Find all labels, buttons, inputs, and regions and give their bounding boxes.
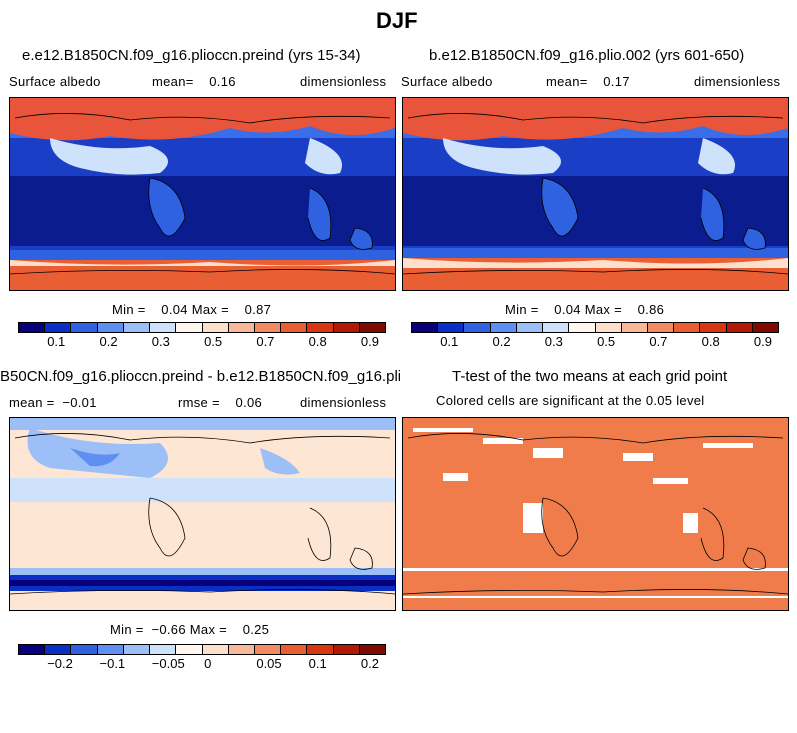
colorbar-swatch	[228, 645, 255, 654]
colorbar-2-ticks: 0.1 0.2 0.3 0.5 0.7 0.8 0.9	[411, 334, 777, 350]
panel4-subtitle: Colored cells are significant at the 0.0…	[436, 393, 705, 408]
colorbar-2	[411, 322, 779, 333]
colorbar-swatch	[359, 645, 386, 654]
albedo-map-2	[403, 98, 788, 290]
panel2-title: b.e12.B1850CN.f09_g16.plio.002 (yrs 601-…	[429, 47, 745, 64]
colorbar-tick-label: 0.3	[151, 334, 170, 349]
colorbar-swatch	[464, 323, 491, 332]
colorbar-swatch	[19, 645, 46, 654]
colorbar-swatch	[281, 645, 308, 654]
panel3-minmax: Min = −0.66 Max = 0.25	[110, 622, 270, 637]
panel1-map	[9, 97, 396, 291]
panel2-variable: Surface albedo	[401, 74, 493, 89]
colorbar-swatch	[307, 323, 334, 332]
colorbar-swatch	[674, 323, 701, 332]
panel2-units: dimensionless	[694, 74, 781, 89]
colorbar-swatch	[700, 323, 727, 332]
albedo-map-1	[10, 98, 395, 290]
colorbar-swatch	[150, 323, 177, 332]
colorbar-swatch	[543, 323, 570, 332]
colorbar-swatch	[726, 323, 753, 332]
colorbar-swatch	[569, 323, 596, 332]
colorbar-tick-label: 0.1	[308, 656, 327, 671]
colorbar-tick-label: 0.2	[492, 334, 511, 349]
colorbar-swatch	[647, 323, 675, 332]
colorbar-swatch	[202, 645, 229, 654]
colorbar-tick-label: 0.2	[360, 656, 379, 671]
panel1-title: e.e12.B1850CN.f09_g16.plioccn.preind (yr…	[22, 47, 361, 64]
figure-title: DJF	[376, 8, 418, 33]
colorbar-tick-label: 0.1	[47, 334, 66, 349]
colorbar-swatch	[202, 323, 229, 332]
colorbar-tick-label: 0.3	[544, 334, 563, 349]
colorbar-swatch	[333, 645, 360, 654]
colorbar-swatch	[254, 323, 282, 332]
colorbar-swatch	[19, 323, 46, 332]
colorbar-3-ticks: −0.2 −0.1 −0.05 0 0.05 0.1 0.2	[18, 656, 384, 672]
colorbar-swatch	[307, 645, 334, 654]
colorbar-swatch	[71, 645, 98, 654]
colorbar-swatch	[97, 645, 124, 654]
panel1-units: dimensionless	[300, 74, 387, 89]
colorbar-swatch	[123, 645, 151, 654]
colorbar-3	[18, 644, 386, 655]
panel4-map	[402, 417, 789, 611]
panel3-mean: mean = −0.01	[9, 395, 97, 410]
colorbar-1	[18, 322, 386, 333]
panel1-minmax: Min = 0.04 Max = 0.87	[112, 302, 272, 317]
colorbar-swatch	[71, 323, 98, 332]
colorbar-swatch	[176, 323, 203, 332]
colorbar-swatch	[97, 323, 124, 332]
colorbar-tick-label: 0	[204, 656, 212, 671]
panel1-variable: Surface albedo	[9, 74, 101, 89]
colorbar-tick-label: 0.9	[360, 334, 379, 349]
panel4-title: T-test of the two means at each grid poi…	[452, 368, 728, 385]
colorbar-tick-label: 0.9	[753, 334, 772, 349]
colorbar-swatch	[438, 323, 465, 332]
colorbar-swatch	[621, 323, 648, 332]
colorbar-tick-label: 0.8	[308, 334, 327, 349]
colorbar-swatch	[45, 323, 72, 332]
panel2-mean: mean= 0.17	[546, 74, 630, 89]
panel3-map	[9, 417, 396, 611]
colorbar-swatch	[490, 323, 517, 332]
colorbar-swatch	[412, 323, 439, 332]
colorbar-tick-label: 0.5	[597, 334, 616, 349]
colorbar-tick-label: 0.2	[99, 334, 118, 349]
colorbar-tick-label: −0.1	[99, 656, 126, 671]
colorbar-swatch	[752, 323, 779, 332]
colorbar-tick-label: −0.05	[151, 656, 185, 671]
colorbar-swatch	[123, 323, 151, 332]
colorbar-1-ticks: 0.1 0.2 0.3 0.5 0.7 0.8 0.9	[18, 334, 384, 350]
colorbar-tick-label: 0.7	[649, 334, 668, 349]
difference-map	[10, 418, 395, 610]
colorbar-tick-label: 0.8	[701, 334, 720, 349]
panel3-title: B50CN.f09_g16.plioccn.preind - b.e12.B18…	[0, 368, 400, 385]
ttest-map	[403, 418, 788, 610]
colorbar-swatch	[176, 645, 203, 654]
colorbar-tick-label: 0.1	[440, 334, 459, 349]
colorbar-tick-label: 0.05	[256, 656, 282, 671]
colorbar-tick-label: 0.7	[256, 334, 275, 349]
colorbar-swatch	[228, 323, 255, 332]
colorbar-tick-label: 0.5	[204, 334, 223, 349]
colorbar-swatch	[516, 323, 544, 332]
panel3-units: dimensionless	[300, 395, 387, 410]
colorbar-swatch	[333, 323, 360, 332]
colorbar-swatch	[150, 645, 177, 654]
colorbar-swatch	[281, 323, 308, 332]
colorbar-swatch	[595, 323, 622, 332]
panel2-minmax: Min = 0.04 Max = 0.86	[505, 302, 665, 317]
panel2-map	[402, 97, 789, 291]
panel1-mean: mean= 0.16	[152, 74, 236, 89]
colorbar-swatch	[359, 323, 386, 332]
colorbar-swatch	[254, 645, 282, 654]
colorbar-swatch	[45, 645, 72, 654]
panel3-rmse: rmse = 0.06	[178, 395, 263, 410]
colorbar-tick-label: −0.2	[47, 656, 73, 671]
